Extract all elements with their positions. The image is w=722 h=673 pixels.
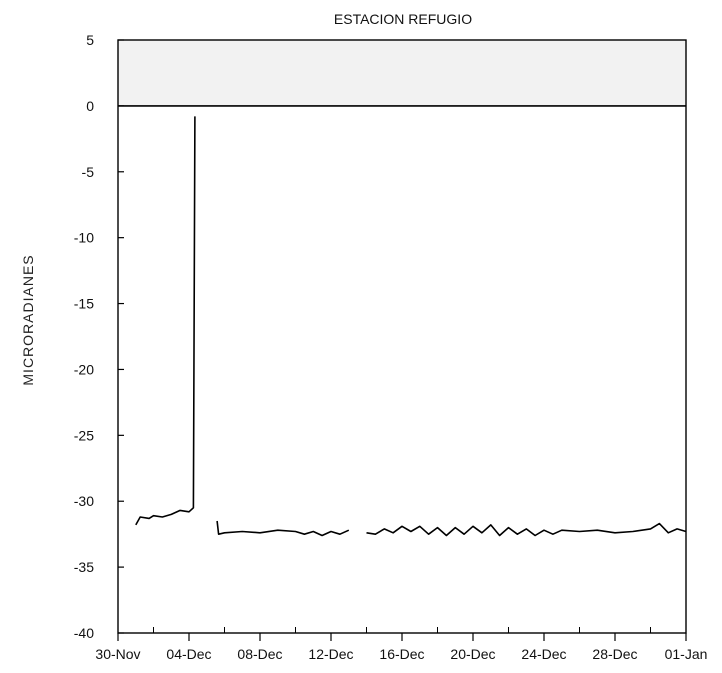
- y-axis-label: MICRORADIANES: [20, 254, 36, 385]
- y-tick-label: -40: [74, 625, 94, 641]
- x-tick-label: 12-Dec: [308, 646, 353, 662]
- series-line: [366, 522, 687, 537]
- x-tick-label: 20-Dec: [450, 646, 495, 662]
- plot-frame: [117, 39, 687, 634]
- x-tick-label: 01-Jan: [665, 646, 708, 662]
- y-tick-label: -20: [74, 361, 94, 377]
- x-tick-label: 30-Nov: [95, 646, 140, 662]
- y-tick-label: -35: [74, 559, 94, 575]
- y-tick-label: -25: [74, 427, 94, 443]
- x-tick-label: 16-Dec: [379, 646, 424, 662]
- x-tick-label: 08-Dec: [237, 646, 282, 662]
- y-tick-label: 0: [86, 98, 94, 114]
- x-tick-label: 04-Dec: [166, 646, 211, 662]
- y-tick-label: -5: [82, 164, 95, 180]
- series-layer: [135, 116, 687, 537]
- y-tick-label: -15: [74, 296, 94, 312]
- y-tick-label: -30: [74, 493, 94, 509]
- x-tick-label: 28-Dec: [592, 646, 637, 662]
- series-line: [216, 520, 350, 537]
- x-tick-label: 24-Dec: [521, 646, 566, 662]
- axes: [117, 39, 687, 634]
- y-tick-label: -10: [74, 230, 94, 246]
- chart-title: ESTACION REFUGIO: [334, 11, 472, 27]
- shaded-band-layer: [118, 40, 686, 106]
- series-line: [135, 116, 196, 526]
- shaded-band: [118, 40, 686, 106]
- y-tick-label: 5: [86, 32, 94, 48]
